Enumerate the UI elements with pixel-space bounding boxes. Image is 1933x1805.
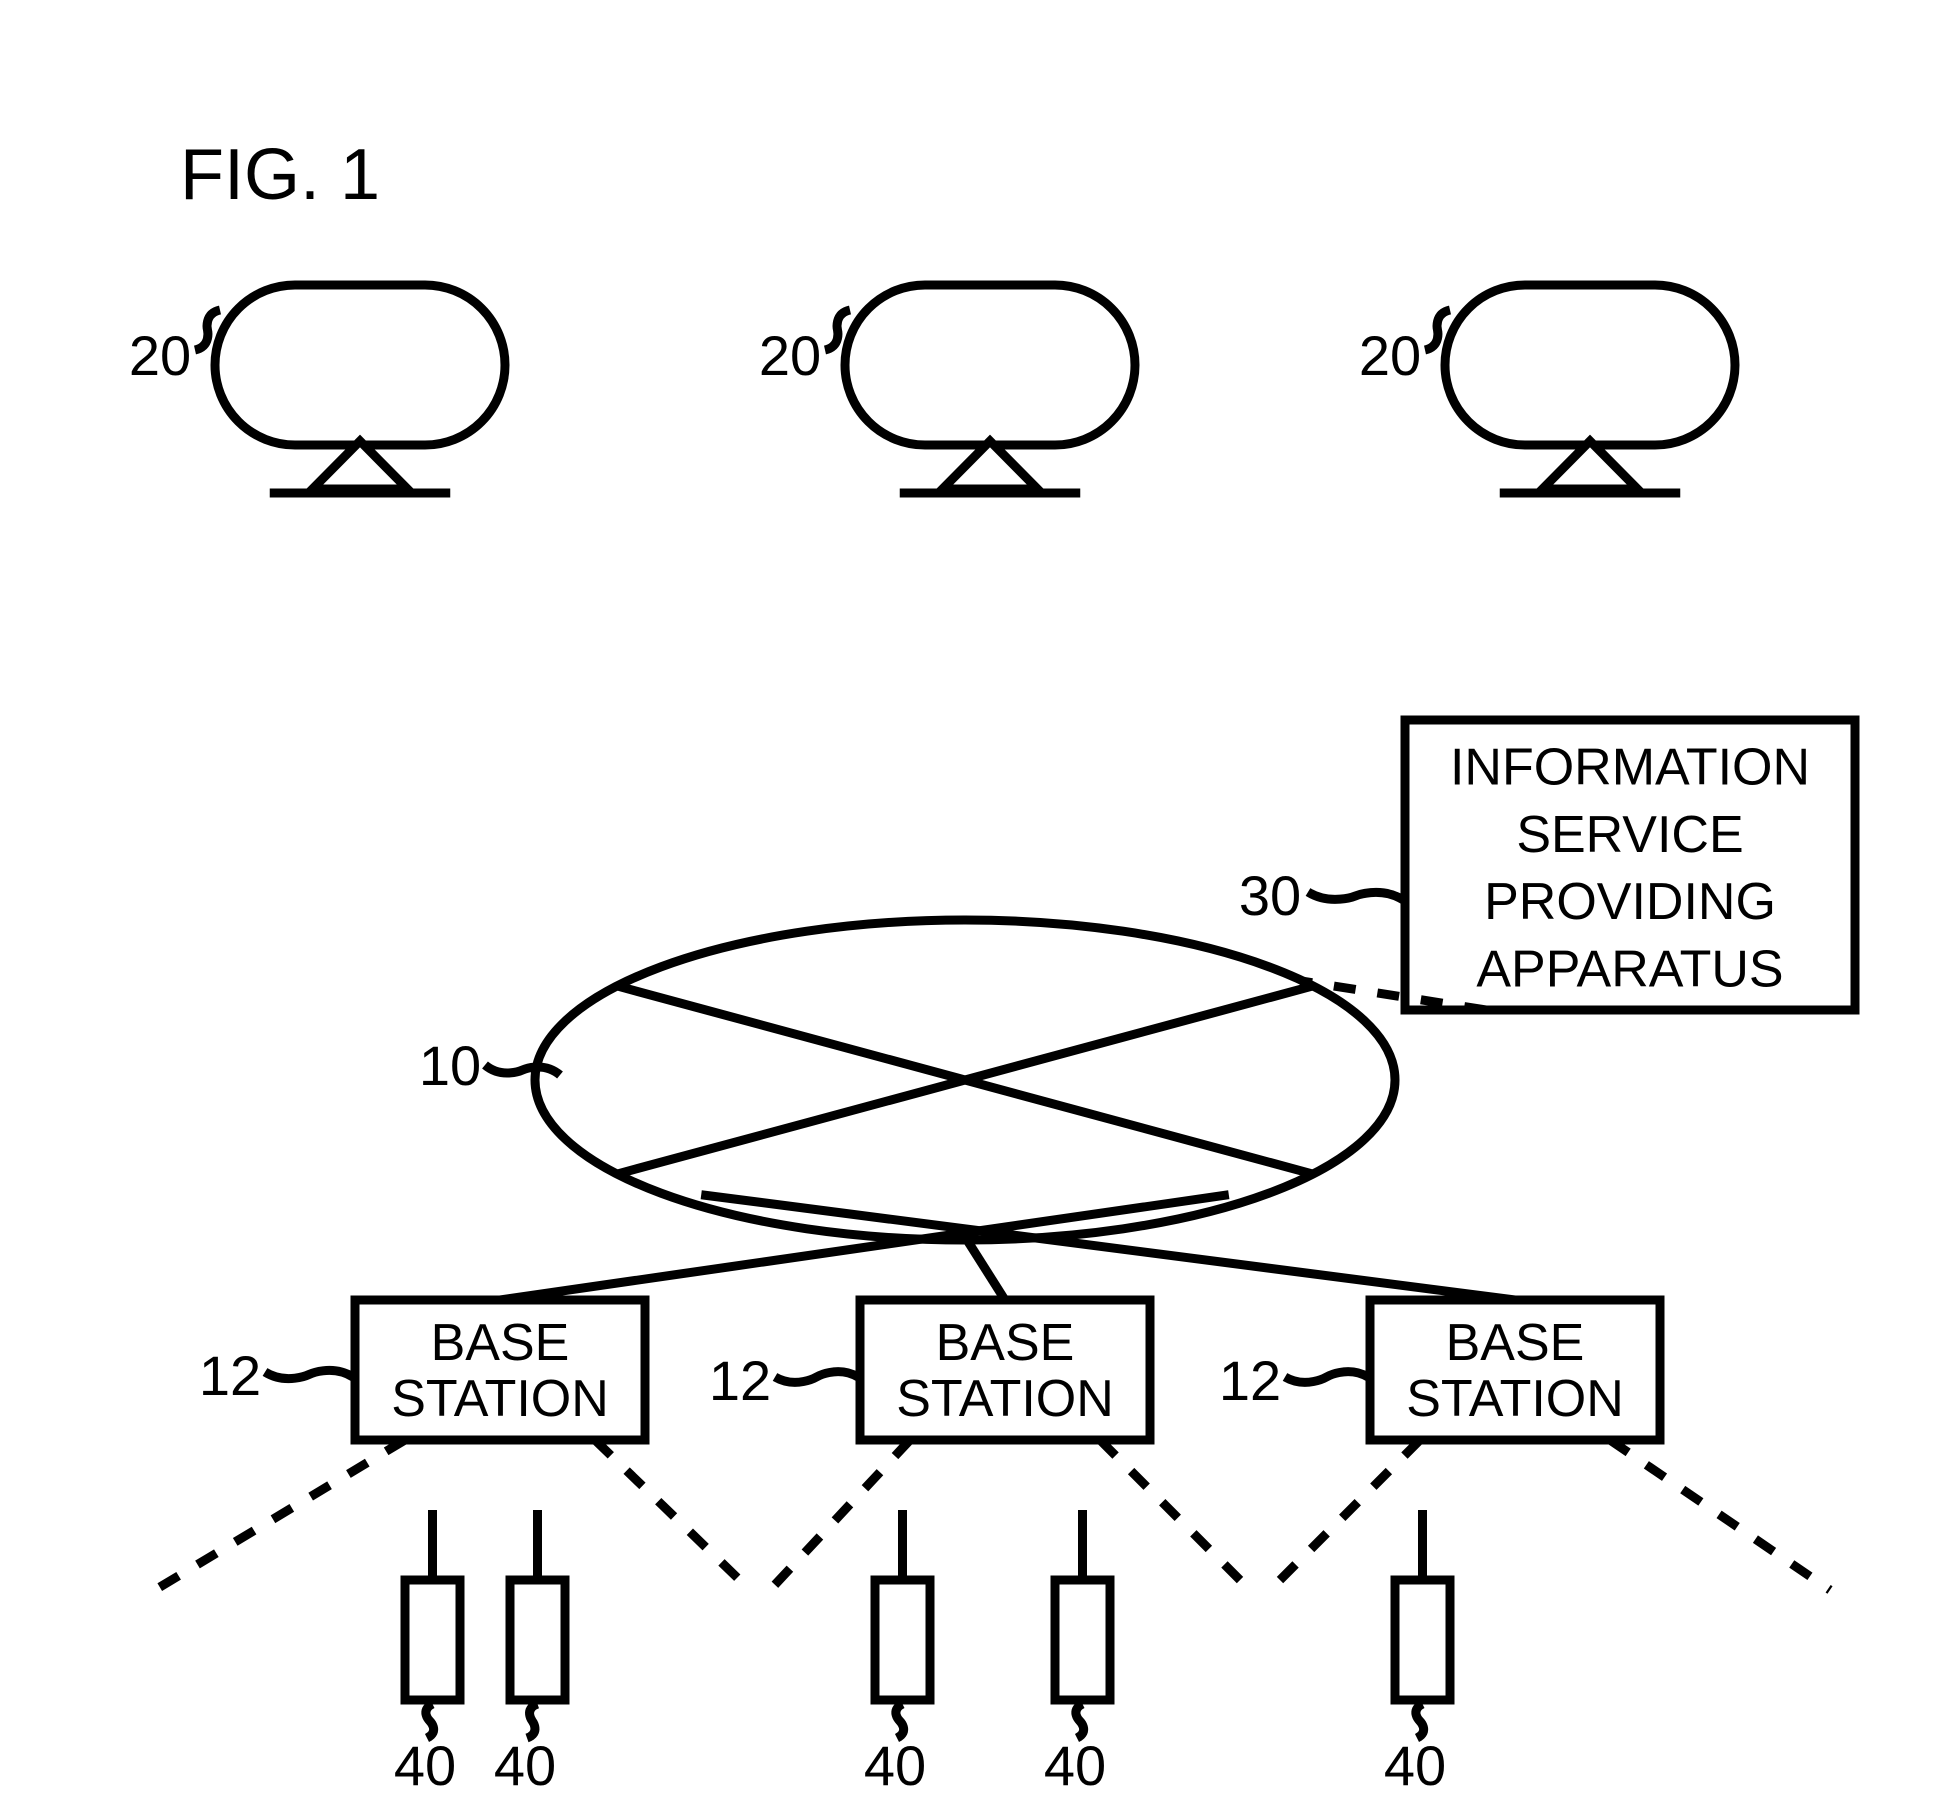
base-station-label: BASE: [1446, 1314, 1585, 1372]
coverage-ray: [1100, 1440, 1250, 1590]
mobile-unit-3: [1055, 1580, 1110, 1700]
ref-20: 20: [129, 324, 191, 387]
ref-lead: [775, 1372, 858, 1383]
ref-30: 30: [1239, 864, 1301, 927]
apparatus-line: SERVICE: [1516, 806, 1743, 864]
terminal-20-0: [215, 285, 505, 493]
ref-40: 40: [864, 1734, 926, 1797]
base-station-label: STATION: [1406, 1370, 1624, 1428]
mobile-unit-4: [1395, 1580, 1450, 1700]
coverage-ray: [1270, 1440, 1420, 1590]
coverage-ray: [1610, 1440, 1830, 1590]
base-station-label: STATION: [391, 1370, 609, 1428]
ref-12: 12: [199, 1344, 261, 1407]
ref-20: 20: [759, 324, 821, 387]
ref-lead: [1308, 892, 1403, 900]
ref-40: 40: [1384, 1734, 1446, 1797]
apparatus-line: PROVIDING: [1484, 873, 1776, 931]
terminal-body: [845, 285, 1135, 445]
ref-40: 40: [394, 1734, 456, 1797]
terminal-body: [1445, 285, 1735, 445]
ref-40: 40: [494, 1734, 556, 1797]
ref-20: 20: [1359, 324, 1421, 387]
coverage-ray: [770, 1440, 910, 1590]
ref-12: 12: [709, 1349, 771, 1412]
mobile-unit-0: [405, 1580, 460, 1700]
mobile-unit-2: [875, 1580, 930, 1700]
terminal-body: [215, 285, 505, 445]
apparatus-line: INFORMATION: [1450, 738, 1810, 796]
ref-40: 40: [1044, 1734, 1106, 1797]
terminal-20-2: [1445, 285, 1735, 493]
ref-10: 10: [419, 1034, 481, 1097]
base-station-label: BASE: [936, 1314, 1075, 1372]
apparatus-line: APPARATUS: [1476, 941, 1783, 999]
network-to-bs-link: [965, 1237, 1005, 1300]
ref-lead: [265, 1370, 353, 1378]
base-station-label: STATION: [896, 1370, 1114, 1428]
terminal-20-1: [845, 285, 1135, 493]
ref-lead: [1285, 1372, 1368, 1383]
ref-12: 12: [1219, 1349, 1281, 1412]
figure-label: FIG. 1: [180, 135, 380, 215]
coverage-ray: [595, 1440, 750, 1590]
base-station-label: BASE: [431, 1314, 570, 1372]
mobile-unit-1: [510, 1580, 565, 1700]
coverage-ray: [155, 1440, 405, 1590]
